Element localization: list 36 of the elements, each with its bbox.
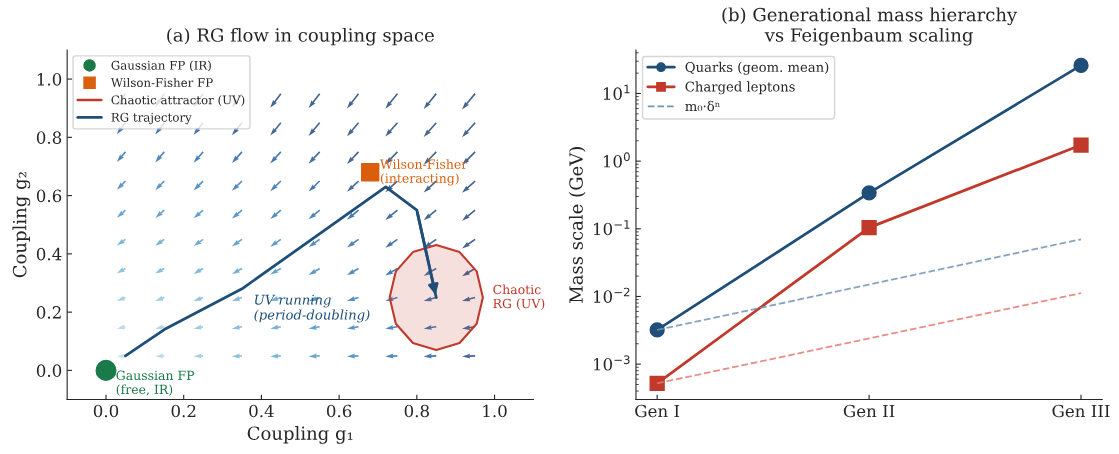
x-tick-label: 1.0 [483,404,507,418]
y-tick-label: 10$^{−2}$ [593,287,630,303]
y-tick-label: 10$^{−1}$ [593,220,630,236]
y-tick-label: 0.2 [36,306,61,319]
x-tick-label: Gen II [843,404,895,418]
y-tick-label: 10$^{0}$ [603,152,630,168]
annotation: UV running (period-doubling) [254,294,370,323]
annotation: Gaussian FP (free, IR) [116,370,195,396]
y-tick-label: 0.6 [36,189,62,203]
y-axis-title: Coupling g₂ [12,172,31,278]
legend-label: Quarks (geom. mean) [685,61,829,75]
y-tick-label: 10$^{−3}$ [593,355,630,371]
y-tick-label: 0.8 [36,131,62,144]
x-tick-label: Gen I [635,404,680,418]
y-tick-label: 0.0 [36,364,62,377]
annotation: Wilson-Fisher (interacting) [379,159,468,186]
x-tick-label: 0.8 [404,404,429,418]
x-axis-title: Coupling g₁ [247,426,353,444]
x-tick-label: 0.0 [93,404,119,418]
legend-label: Charged leptons [685,81,795,95]
legend-label: Wilson-Fisher FP [110,77,213,88]
annotation: Chaotic RG (UV) [493,284,545,310]
chart-title: (b) Generational mass hierarchy vs Feigenbaum scaling [722,7,1018,46]
legend-label: Chaotic attractor (UV) [111,95,245,107]
x-tick-label: Gen III [1052,404,1110,418]
x-tick-label: 0.4 [249,404,274,418]
x-tick-label: 0.2 [171,404,196,418]
x-tick-label: 0.6 [326,404,352,418]
chart-title: (a) RG flow in coupling space [167,27,434,46]
y-tick-label: 10$^{1}$ [603,84,630,100]
y-axis-title: Mass scale (GeV) [568,147,586,303]
legend-label: RG trajectory [111,112,192,125]
legend-label: Gaussian FP (IR) [111,60,211,72]
y-tick-label: 0.4 [36,247,62,261]
legend-label: m₀·δⁿ [685,100,720,112]
y-tick-label: 1.0 [37,73,62,86]
